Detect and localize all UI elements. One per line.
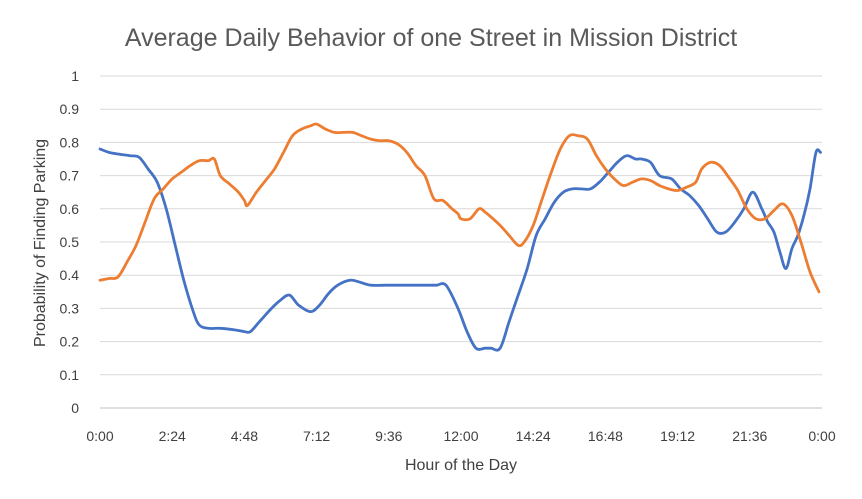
y-tick-label: 0.4 [60, 267, 80, 283]
y-tick-label: 0.5 [60, 234, 80, 250]
x-tick-label: 21:36 [732, 428, 767, 444]
y-tick-label: 0.8 [60, 134, 80, 150]
y-tick-label: 0.3 [60, 300, 80, 316]
x-tick-label: 7:12 [303, 428, 330, 444]
x-tick-label: 4:48 [231, 428, 258, 444]
chart-title: Average Daily Behavior of one Street in … [125, 24, 737, 52]
x-tick-label: 0:00 [86, 428, 113, 444]
y-tick-label: 0.1 [60, 367, 80, 383]
x-tick-label: 2:24 [159, 428, 186, 444]
y-tick-label: 0 [71, 400, 79, 416]
x-tick-label: 0:00 [808, 428, 835, 444]
y-tick-label: 0.9 [60, 101, 80, 117]
x-tick-label: 14:24 [516, 428, 551, 444]
x-tick-label: 19:12 [660, 428, 695, 444]
x-tick-label: 12:00 [443, 428, 478, 444]
gridlines [100, 75, 822, 376]
x-tick-label: 16:48 [588, 428, 623, 444]
y-tick-label: 1 [71, 68, 79, 84]
series-1-line [98, 147, 822, 352]
y-tick-label: 0.7 [60, 168, 80, 184]
x-axis-ticks: 0:00 2:24 4:48 7:12 9:36 12:00 14:24 16:48 19:12… [86, 428, 835, 444]
series-lines [98, 122, 822, 352]
y-tick-label: 0.2 [60, 334, 80, 350]
x-tick-label: 9:36 [375, 428, 402, 444]
y-axis-ticks: 0 0.1 0.2 0.3 0.4 0.5 0.6 0.7 0.8 0.9 1 [60, 68, 80, 416]
y-tick-label: 0.6 [60, 201, 80, 217]
series-2-line [98, 122, 821, 294]
y-axis-title: Probability of Finding Parking [32, 139, 49, 347]
x-axis-title: Hour of the Day [405, 457, 517, 474]
